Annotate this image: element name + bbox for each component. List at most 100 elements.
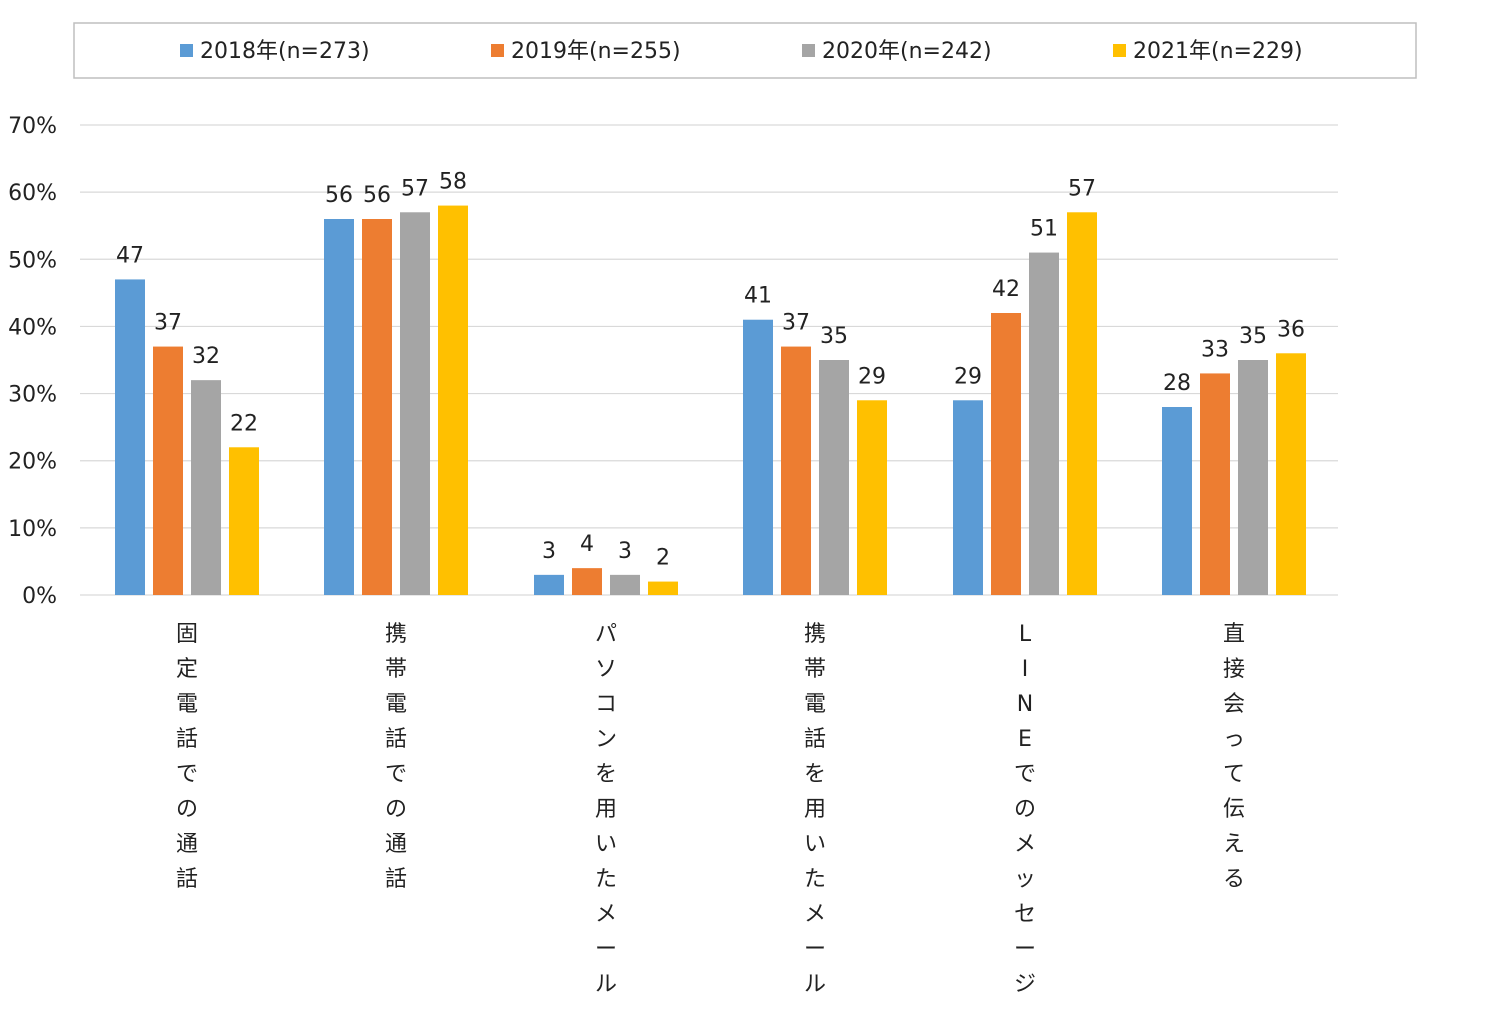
y-tick-label-0: 0%: [22, 584, 57, 609]
legend-label-1: 2018年(n=273): [200, 39, 370, 64]
x-category-char: ー: [595, 937, 617, 962]
data-label-3-3: 3: [618, 539, 632, 564]
data-label-2-1: 56: [325, 183, 353, 208]
y-tick-label-50: 50%: [8, 248, 57, 273]
x-category-char: 話: [385, 727, 407, 752]
data-label-2-4: 58: [439, 170, 467, 195]
x-category-char: 帯: [804, 657, 826, 682]
x-category-char: メ: [1014, 832, 1036, 857]
x-category-char: 話: [176, 727, 198, 752]
x-category-char: ル: [804, 972, 826, 997]
data-label-4-3: 35: [820, 324, 848, 349]
y-tick-label-40: 40%: [8, 315, 57, 340]
x-category-char: 定: [176, 657, 198, 682]
y-tick-label-10: 10%: [8, 517, 57, 542]
x-category-char: 固: [176, 622, 198, 647]
x-category-char: ジ: [1014, 972, 1036, 997]
bar-4-3: [819, 360, 849, 595]
bar-5-1: [953, 400, 983, 595]
x-category-char: る: [1223, 867, 1245, 892]
bar-4-1: [743, 319, 773, 595]
x-category-char: を: [804, 762, 826, 787]
x-category-char: 話: [385, 867, 407, 892]
legend-box: [73, 22, 1417, 79]
bar-6-1: [1162, 407, 1192, 595]
data-label-1-2: 37: [154, 311, 182, 336]
y-tick-label-20: 20%: [8, 450, 57, 475]
data-label-4-1: 41: [744, 284, 772, 309]
y-axis: 0% 10% 20% 30% 40% 50% 60% 70%: [8, 114, 57, 609]
x-category-char: メ: [804, 902, 826, 927]
x-category-char: ー: [1014, 937, 1036, 962]
x-category-char: 直: [1223, 622, 1245, 647]
x-category-char: 通: [385, 832, 407, 857]
x-category-char: 電: [804, 692, 826, 717]
x-category-char: E: [1018, 727, 1032, 752]
x-category-char: た: [804, 867, 826, 892]
bar-2-2: [362, 219, 392, 595]
bar-3-3: [610, 574, 640, 595]
x-category-char: 伝: [1223, 797, 1245, 822]
data-label-4-4: 29: [858, 364, 886, 389]
data-label-1-4: 22: [230, 411, 258, 436]
bar-2-1: [324, 219, 354, 595]
x-category-char: 用: [595, 797, 617, 822]
data-label-5-2: 42: [992, 277, 1020, 302]
x-category-char: 話: [804, 727, 826, 752]
x-category-char: N: [1017, 692, 1033, 717]
legend-swatch-1: [180, 44, 193, 57]
x-category-char: ン: [595, 727, 617, 752]
data-label-5-1: 29: [954, 364, 982, 389]
y-tick-label-60: 60%: [8, 181, 57, 206]
data-label-6-2: 33: [1201, 337, 1229, 362]
gridlines: [80, 124, 1338, 596]
data-label-5-4: 57: [1068, 176, 1096, 201]
data-label-1-3: 32: [192, 344, 220, 369]
legend-swatch-4: [1113, 44, 1126, 57]
x-category-char: 会: [1223, 692, 1245, 717]
x-category-char: メ: [595, 902, 617, 927]
legend-swatch-3: [802, 44, 815, 57]
bar-2-3: [400, 212, 430, 596]
x-category-char: え: [1223, 832, 1245, 857]
data-label-4-2: 37: [782, 311, 810, 336]
legend-swatch-2: [491, 44, 504, 57]
x-category-char: で: [176, 762, 198, 787]
x-category-char: 電: [176, 692, 198, 717]
bar-3-2: [572, 568, 602, 595]
x-category-char: I: [1022, 657, 1029, 682]
data-label-2-3: 57: [401, 176, 429, 201]
x-category-char: ソ: [595, 657, 617, 682]
x-category-char: ー: [804, 937, 826, 962]
bar-6-4: [1276, 353, 1306, 595]
data-label-3-2: 4: [580, 532, 594, 557]
x-category-char: 話: [176, 867, 198, 892]
bar-4-2: [781, 346, 811, 595]
data-label-3-1: 3: [542, 539, 556, 564]
data-label-6-3: 35: [1239, 324, 1267, 349]
bar-1-3: [191, 380, 221, 595]
bar-5-3: [1029, 252, 1059, 596]
x-category-char: の: [176, 797, 198, 822]
legend-label-4: 2021年(n=229): [1133, 39, 1303, 64]
data-label-2-2: 56: [363, 183, 391, 208]
data-label-6-4: 36: [1277, 317, 1305, 342]
x-category-char: 電: [385, 692, 407, 717]
x-category-char: 通: [176, 832, 198, 857]
bar-1-1: [115, 279, 145, 595]
bar-5-2: [991, 313, 1021, 595]
x-category-char: を: [595, 762, 617, 787]
bars: [115, 205, 1306, 596]
bar-2-4: [438, 205, 468, 596]
x-category-char: い: [804, 832, 826, 857]
x-category-char: ル: [595, 972, 617, 997]
y-tick-label-30: 30%: [8, 383, 57, 408]
